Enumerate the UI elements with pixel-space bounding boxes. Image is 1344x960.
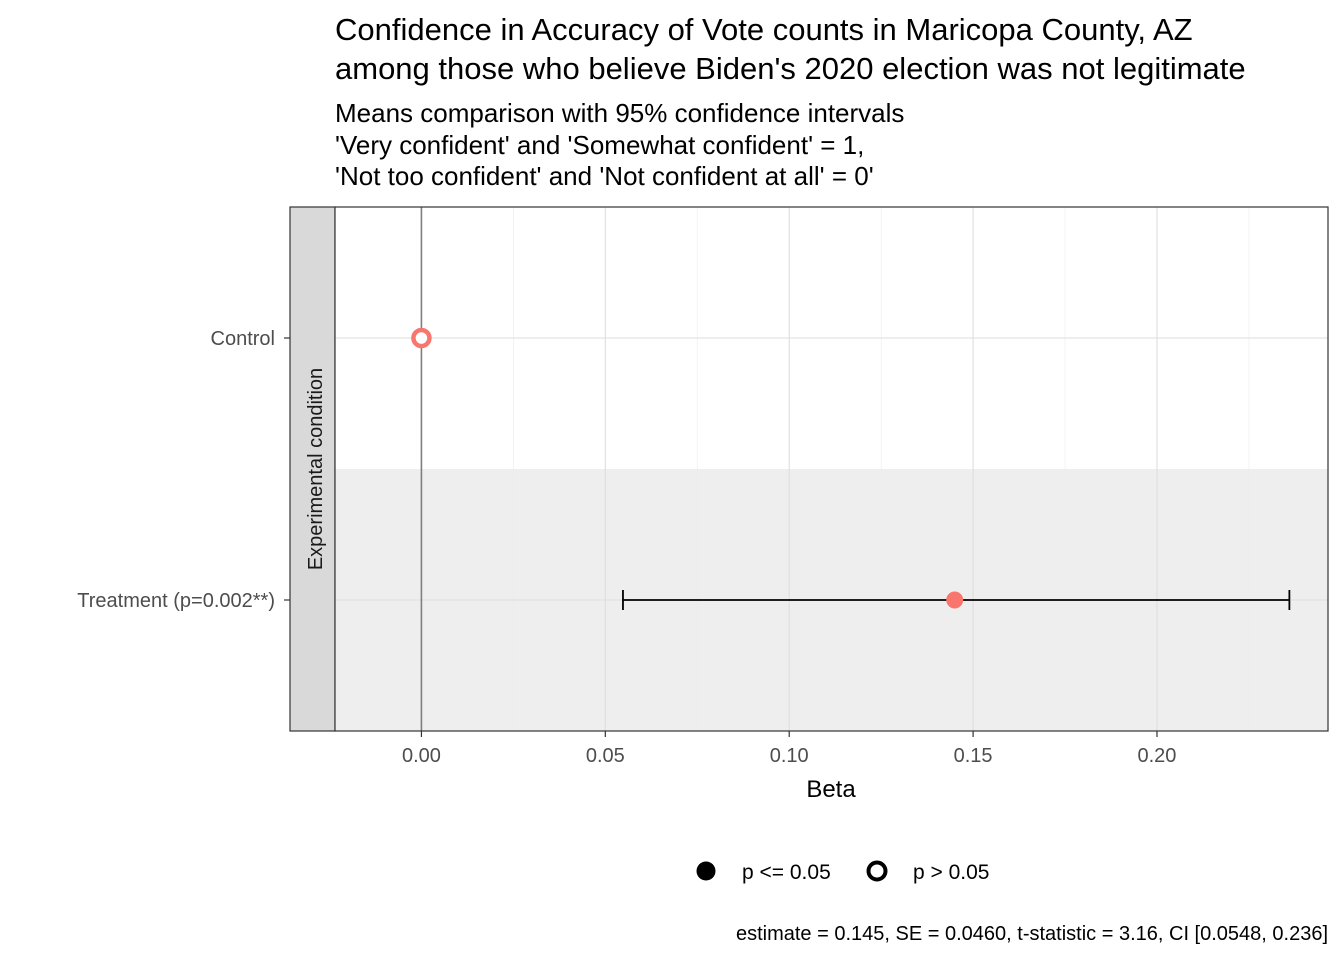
- point-not-significant: [411, 327, 432, 349]
- chart-title-line-1: Confidence in Accuracy of Vote counts in…: [335, 12, 1193, 47]
- chart-title-line-2: among those who believe Biden's 2020 ele…: [335, 51, 1246, 86]
- x-tick-label: 0.00: [402, 745, 441, 767]
- facet-strip-label: Experimental condition: [305, 368, 327, 570]
- legend-label-significant: p <= 0.05: [742, 861, 831, 884]
- legend: p <= 0.05 p > 0.05: [696, 860, 989, 884]
- data-points: [411, 327, 964, 609]
- y-tick-label: Treatment (p=0.002**): [77, 590, 275, 612]
- x-tick-label: 0.10: [770, 745, 809, 767]
- chart-subtitle-line-3: 'Not too confident' and 'Not confident a…: [335, 161, 874, 191]
- x-axis-title: Beta: [806, 776, 856, 803]
- x-axis: 0.00 0.05 0.10 0.15 0.20: [402, 731, 1176, 767]
- plot-panel-border: [334, 206, 1329, 732]
- point-significant: [946, 591, 964, 609]
- legend-label-not-significant: p > 0.05: [913, 861, 989, 884]
- chart-caption: estimate = 0.145, SE = 0.0460, t-statist…: [736, 923, 1328, 945]
- x-tick-label: 0.15: [954, 745, 993, 767]
- chart-subtitle-line-2: 'Very confident' and 'Somewhat confident…: [335, 130, 864, 160]
- x-tick-label: 0.05: [586, 745, 625, 767]
- x-tick-label: 0.20: [1138, 745, 1177, 767]
- y-axis: Control Treatment (p=0.002**): [77, 328, 290, 612]
- chart-subtitle-line-1: Means comparison with 95% confidence int…: [335, 98, 904, 128]
- legend-filled-circle-icon: [696, 861, 716, 881]
- y-tick-label: Control: [211, 328, 275, 350]
- facet-strip: [289, 206, 336, 732]
- legend-open-circle-icon: [866, 860, 888, 882]
